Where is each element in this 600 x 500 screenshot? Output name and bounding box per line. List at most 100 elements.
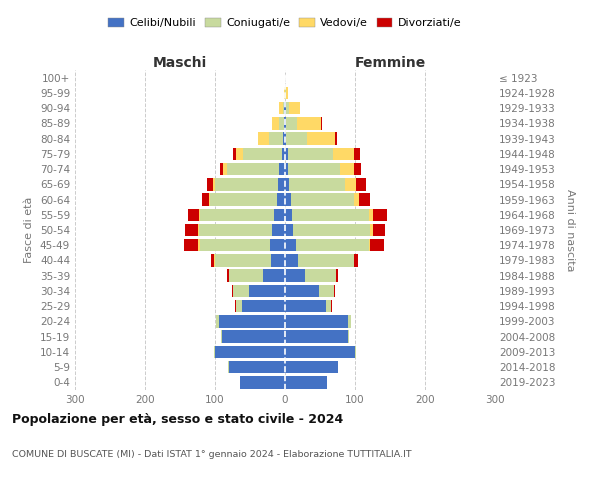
Bar [202, 194, 209, 206]
Bar [293, 224, 370, 236]
Bar [285, 148, 288, 160]
Bar [296, 239, 369, 252]
Y-axis label: Fasce di età: Fasce di età [25, 197, 34, 263]
Bar [373, 224, 385, 236]
Bar [290, 194, 353, 206]
Bar [285, 102, 286, 115]
Bar [198, 239, 200, 252]
Bar [356, 178, 366, 190]
Bar [239, 376, 285, 388]
Bar [285, 132, 286, 145]
Bar [285, 163, 288, 175]
Bar [209, 194, 210, 206]
Bar [334, 284, 335, 297]
Bar [286, 102, 289, 115]
Bar [223, 163, 227, 175]
Bar [221, 330, 222, 343]
Bar [285, 361, 337, 374]
Bar [285, 194, 290, 206]
Bar [236, 148, 243, 160]
Bar [280, 102, 283, 115]
Bar [215, 346, 285, 358]
Bar [220, 163, 223, 175]
Bar [233, 148, 236, 160]
Bar [258, 132, 259, 145]
Bar [285, 224, 293, 236]
Bar [285, 117, 286, 130]
Bar [278, 178, 285, 190]
Bar [369, 208, 373, 221]
Bar [269, 239, 285, 252]
Bar [243, 148, 281, 160]
Bar [213, 178, 215, 190]
Bar [326, 300, 331, 312]
Bar [353, 194, 359, 206]
Bar [284, 102, 285, 115]
Bar [283, 102, 284, 115]
Bar [278, 117, 284, 130]
Bar [285, 270, 305, 282]
Bar [331, 300, 332, 312]
Bar [353, 254, 354, 266]
Bar [222, 330, 285, 343]
Bar [285, 284, 319, 297]
Bar [199, 208, 200, 221]
Bar [289, 102, 300, 115]
Bar [281, 148, 285, 160]
Bar [305, 270, 336, 282]
Bar [348, 330, 349, 343]
Bar [242, 300, 285, 312]
Text: Femmine: Femmine [355, 56, 425, 70]
Bar [345, 178, 356, 190]
Bar [235, 300, 236, 312]
Bar [285, 208, 292, 221]
Bar [289, 178, 345, 190]
Bar [199, 224, 272, 236]
Bar [259, 132, 269, 145]
Bar [218, 315, 285, 328]
Bar [229, 361, 285, 374]
Bar [348, 315, 351, 328]
Bar [285, 330, 348, 343]
Bar [370, 239, 385, 252]
Bar [285, 178, 289, 190]
Legend: Celibi/Nubili, Coniugati/e, Vedovi/e, Divorziati/e: Celibi/Nubili, Coniugati/e, Vedovi/e, Di… [104, 13, 466, 32]
Bar [200, 239, 269, 252]
Bar [214, 346, 215, 358]
Bar [285, 86, 286, 99]
Bar [283, 132, 285, 145]
Bar [210, 194, 277, 206]
Text: Popolazione per età, sesso e stato civile - 2024: Popolazione per età, sesso e stato civil… [12, 412, 343, 426]
Bar [227, 163, 280, 175]
Bar [286, 117, 297, 130]
Bar [307, 132, 335, 145]
Bar [359, 194, 370, 206]
Bar [337, 361, 338, 374]
Bar [285, 254, 298, 266]
Bar [208, 178, 213, 190]
Bar [334, 148, 354, 160]
Bar [272, 117, 278, 130]
Bar [284, 117, 285, 130]
Bar [233, 284, 248, 297]
Bar [354, 148, 360, 160]
Bar [215, 178, 278, 190]
Bar [319, 284, 334, 297]
Bar [269, 132, 283, 145]
Bar [286, 86, 288, 99]
Bar [236, 300, 242, 312]
Bar [272, 224, 285, 236]
Bar [335, 132, 337, 145]
Bar [369, 239, 370, 252]
Bar [197, 224, 199, 236]
Bar [271, 254, 285, 266]
Bar [274, 208, 285, 221]
Bar [216, 315, 218, 328]
Text: Maschi: Maschi [153, 56, 207, 70]
Bar [248, 284, 285, 297]
Bar [214, 254, 215, 266]
Bar [215, 254, 271, 266]
Bar [188, 208, 199, 221]
Bar [263, 270, 285, 282]
Bar [232, 284, 233, 297]
